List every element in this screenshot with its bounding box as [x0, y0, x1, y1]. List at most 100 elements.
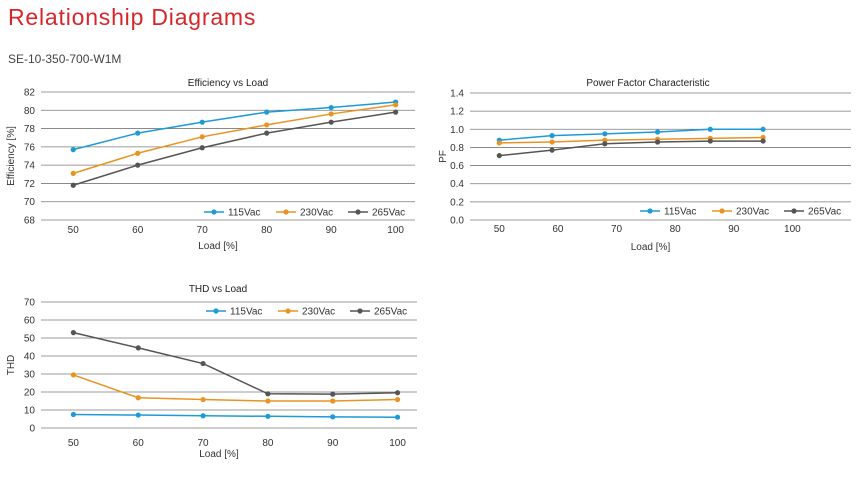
series-line-265: [73, 111, 396, 186]
x-tick-label: 60: [132, 225, 144, 236]
data-point-265: [549, 147, 555, 153]
data-point-115: [135, 130, 141, 136]
data-point-230: [135, 150, 141, 156]
legend-label-265: 265Vac: [374, 307, 407, 318]
series-line-230: [499, 136, 764, 144]
y-tick-label: 82: [24, 88, 36, 99]
data-point-265: [70, 182, 76, 188]
y-tick-label: 30: [24, 370, 36, 381]
page-title: Relationship Diagrams: [8, 4, 257, 30]
data-point-230: [70, 372, 77, 378]
legend-label-230: 230Vac: [736, 207, 769, 218]
legend-label-230: 230Vac: [302, 307, 335, 318]
y-tick-label: 50: [24, 334, 36, 345]
data-point-115: [70, 147, 76, 153]
x-axis-title: Load [%]: [199, 449, 239, 460]
data-point-115: [328, 104, 334, 111]
data-point-265: [70, 330, 77, 336]
chart-title: Power Factor Characteristic: [586, 78, 709, 89]
y-tick-label: 70: [24, 298, 36, 309]
data-point-265: [135, 162, 141, 168]
x-tick-label: 100: [387, 225, 404, 236]
legend-label-115: 115Vac: [230, 307, 262, 318]
series-line-230: [73, 374, 398, 402]
y-tick-label: 0.8: [450, 143, 464, 154]
y-tick-label: 0.4: [450, 179, 464, 190]
legend-label-265: 265Vac: [372, 208, 405, 219]
x-tick-label: 90: [327, 438, 339, 449]
data-point-230: [264, 122, 270, 128]
y-tick-label: 80: [24, 106, 36, 117]
data-point-230: [199, 134, 205, 140]
data-point-115: [135, 412, 141, 418]
x-tick-label: 90: [728, 224, 740, 235]
data-point-230: [330, 398, 336, 404]
model-label: SE-10-350-700-W1M: [8, 52, 122, 66]
x-axis-title: Load [%]: [198, 241, 238, 252]
series-line-265: [73, 331, 398, 395]
x-tick-label: 60: [552, 224, 564, 235]
series-line-115: [499, 128, 764, 141]
y-tick-label: 10: [24, 406, 36, 417]
x-tick-label: 70: [611, 224, 623, 235]
legend-marker-265: [357, 308, 363, 314]
data-point-115: [330, 414, 336, 420]
data-point-115: [264, 109, 270, 115]
x-tick-label: 50: [68, 225, 80, 236]
data-point-230: [394, 396, 401, 403]
data-point-115: [602, 131, 608, 137]
y-tick-label: 0.6: [450, 161, 464, 172]
data-point-115: [70, 411, 77, 418]
chart-title: THD vs Load: [189, 284, 247, 295]
y-tick-label: 74: [24, 161, 36, 172]
series-line-265: [499, 140, 764, 157]
x-tick-label: 90: [326, 225, 338, 236]
x-tick-label: 50: [68, 438, 80, 449]
legend-marker-230: [285, 308, 291, 314]
y-tick-label: 1.2: [450, 107, 464, 118]
legend-marker-230: [719, 208, 725, 214]
x-tick-label: 50: [494, 224, 506, 235]
data-point-265: [760, 138, 766, 144]
y-tick-label: 0.2: [450, 197, 464, 208]
data-point-265: [602, 141, 608, 147]
data-point-115: [199, 119, 205, 125]
legend-label-230: 230Vac: [300, 208, 333, 219]
y-tick-label: 40: [24, 352, 36, 363]
y-axis-title: Efficiency [%]: [6, 126, 17, 186]
y-tick-label: 76: [24, 142, 36, 153]
y-tick-label: 60: [24, 316, 36, 327]
y-tick-label: 1.4: [450, 89, 464, 100]
data-point-265: [135, 345, 141, 351]
data-point-230: [70, 170, 76, 176]
y-tick-label: 72: [24, 179, 36, 190]
legend-marker-115: [213, 308, 219, 314]
x-tick-label: 70: [198, 438, 210, 449]
chart-title: Efficiency vs Load: [188, 78, 268, 89]
legend-marker-265: [355, 209, 361, 215]
data-point-265: [654, 139, 661, 145]
data-point-265: [330, 391, 336, 397]
data-point-230: [760, 134, 766, 141]
series-line-230: [73, 104, 396, 175]
y-tick-label: 70: [24, 197, 36, 208]
data-point-265: [496, 152, 502, 159]
y-axis-title: THD: [6, 355, 17, 376]
data-point-230: [135, 395, 141, 401]
data-point-230: [265, 398, 271, 404]
data-point-265: [264, 130, 270, 136]
data-point-115: [707, 126, 713, 132]
series-line-115: [73, 413, 398, 418]
legend-label-115: 115Vac: [664, 207, 696, 218]
data-point-265: [393, 109, 399, 115]
data-point-115: [549, 133, 555, 139]
x-tick-label: 70: [197, 225, 209, 236]
data-point-230: [602, 137, 608, 143]
data-point-115: [760, 126, 766, 132]
y-tick-label: 0: [29, 424, 35, 435]
data-point-115: [265, 413, 271, 419]
data-point-230: [393, 102, 399, 108]
data-point-265: [328, 119, 334, 125]
